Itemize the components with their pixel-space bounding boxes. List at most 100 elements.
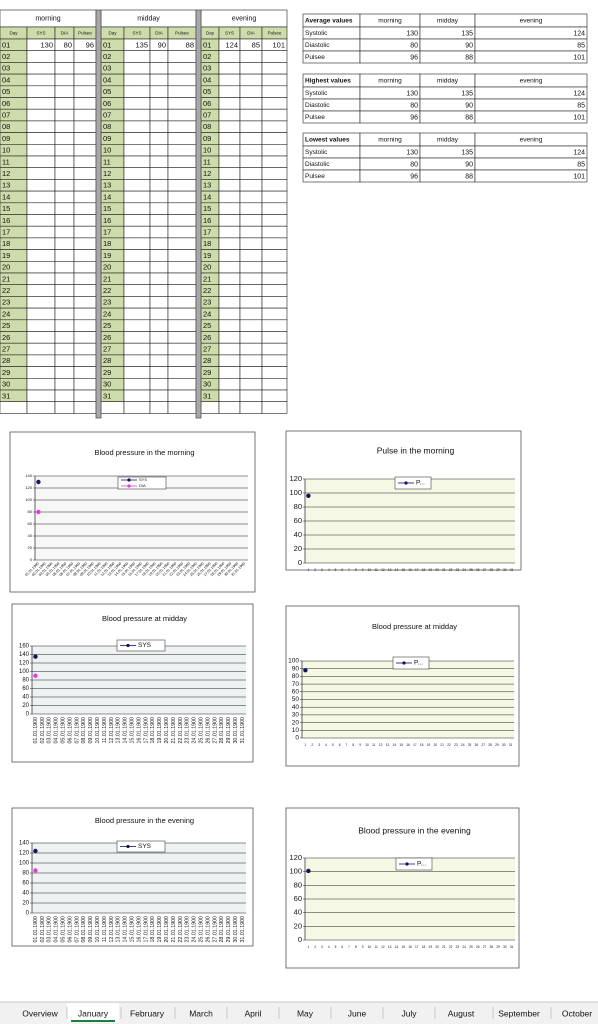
day-cell: 04 [103,75,111,84]
cell [26,179,56,192]
day-cell: 29 [103,368,111,377]
day-cell: 14 [103,192,111,201]
summary-value: 130 [406,90,418,97]
sheet-tab[interactable]: July [401,1008,417,1018]
cell [239,155,263,168]
x-tick-label: 27 [481,743,485,747]
x-tick-label: 14 [393,743,397,747]
x-tick-label: 11.01.1900 [102,717,108,743]
x-tick-label: 28 [490,945,494,949]
day-cell: 17 [2,228,10,237]
cell [26,155,56,168]
cell [239,237,263,250]
cell [474,157,588,171]
cell [218,354,241,367]
x-tick-label: 10.01.1900 [95,717,101,744]
x-tick-label: 28 [488,743,492,747]
cell [123,260,151,274]
sheet-tab[interactable]: Overview [22,1008,58,1018]
summary-value: 96 [410,114,418,121]
cell [149,296,169,309]
cell [167,284,197,297]
x-tick-label: 26 [476,568,480,572]
cell [149,50,169,63]
x-tick-label: 4 [328,568,330,572]
data-point [306,868,311,874]
sheet-tab[interactable]: April [244,1008,261,1018]
cell [167,260,197,274]
x-tick-label: 04.01.1900 [54,916,60,943]
x-tick-label: 4 [325,743,327,747]
summary-column: midday [437,18,459,25]
x-tick-label: 5 [335,568,337,572]
cell [167,108,197,122]
day-cell: 30 [2,380,10,389]
y-tick-label: 0 [295,735,299,742]
x-tick-label: 10 [365,743,369,747]
x-tick-label: 18.01.1900 [150,717,156,744]
cell [149,377,169,391]
legend-label: P... [417,861,426,868]
cell [26,272,56,285]
cell [239,225,263,239]
cell [123,331,151,344]
x-tick-label: 01.01.1900 [33,717,39,744]
y-tick-label: 80 [294,880,302,889]
data-point [36,509,41,515]
day-cell: 06 [2,99,10,108]
day-cell: 03 [2,64,10,73]
cell [167,144,197,157]
cell [239,401,263,414]
sheet-tab[interactable]: October [562,1008,592,1018]
x-tick-label: 01.01.1900 [33,916,39,943]
summary-value: 101 [573,54,585,61]
summary-label: Diastolic [305,161,330,168]
sheet-tab[interactable]: August [448,1008,475,1018]
cell [26,307,56,321]
sheet-tab[interactable]: June [348,1008,367,1018]
column-header: DIA [247,31,255,36]
day-cell: 05 [203,87,211,96]
cell [218,284,241,297]
day-cell: 03 [103,64,111,73]
x-tick-label: 26 [475,743,479,747]
cell [167,319,197,332]
y-tick-label: 70 [292,681,300,688]
sheet-tab[interactable]: January [78,1008,109,1018]
day-cell: 20 [2,263,10,272]
day-cell: 29 [203,368,211,377]
x-tick-label: 15 [401,568,405,572]
cell [26,389,56,402]
y-tick-label: 140 [19,652,30,658]
cell [149,73,169,87]
x-tick-label: 19 [427,743,431,747]
cell [73,132,97,145]
value-cell: 85 [252,40,260,49]
cell [73,214,97,227]
cell [149,249,169,262]
cell [73,97,97,110]
sheet-tab[interactable]: September [498,1008,540,1018]
x-tick-label: 15 [399,743,403,747]
column-header: DIA [155,31,163,36]
cell [54,144,75,157]
cell [54,97,75,110]
cell [261,284,288,297]
cell [218,132,241,145]
cell [26,97,56,110]
day-cell: 11 [203,157,211,166]
cell [167,389,197,402]
y-tick-label: 0 [30,557,33,562]
x-tick-label: 16 [408,945,412,949]
sheet-tab[interactable]: May [297,1008,314,1018]
cell [474,50,588,64]
y-tick-label: 120 [19,661,30,667]
x-tick-label: 03.01.1900 [47,717,53,744]
sheet-tab[interactable]: February [130,1008,165,1018]
y-tick-label: 100 [19,861,30,867]
day-cell: 24 [103,309,111,318]
cell [73,50,97,63]
sheet-tab[interactable]: March [189,1008,213,1018]
day-cell: 26 [103,333,111,342]
